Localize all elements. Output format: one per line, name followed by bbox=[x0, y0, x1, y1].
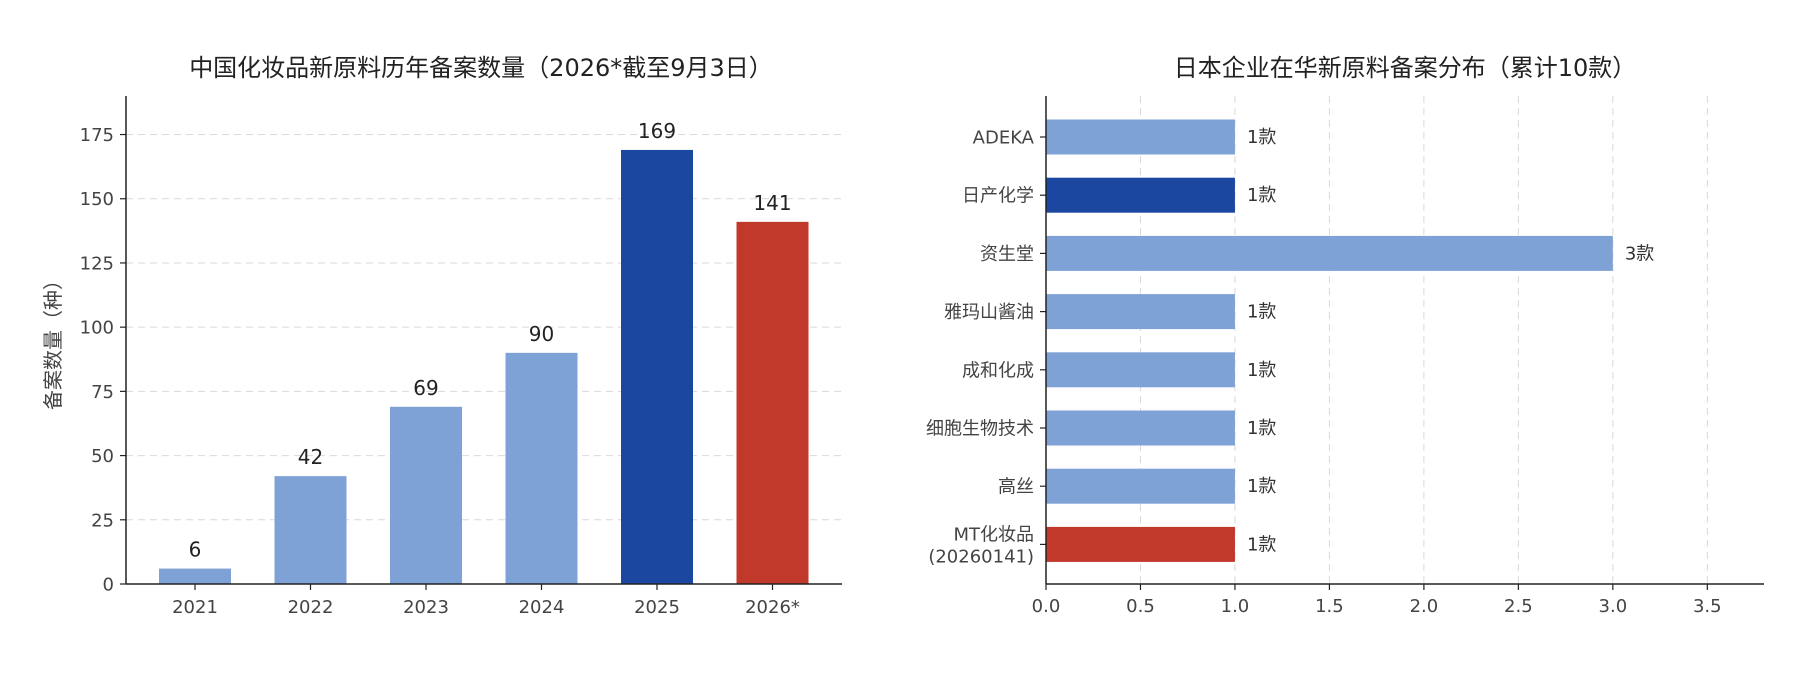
x-tick-label: 2.0 bbox=[1410, 596, 1439, 617]
data-labels: 1款 1款 3款 1款 1款 1款 1款 1款 bbox=[1247, 127, 1654, 555]
x-tick-label: 1.5 bbox=[1315, 596, 1344, 617]
bars bbox=[159, 149, 809, 585]
bar-adeka bbox=[1046, 119, 1235, 155]
data-label: 69 bbox=[413, 376, 438, 400]
data-label: 141 bbox=[753, 191, 791, 215]
bar-2022 bbox=[274, 476, 347, 584]
y-tick-label: 50 bbox=[91, 446, 114, 467]
company-label: MT化妆品(20260141) bbox=[928, 524, 1034, 567]
y-tick-label: 25 bbox=[91, 510, 114, 531]
x-tick-label: 3.0 bbox=[1599, 596, 1628, 617]
bars bbox=[1046, 119, 1613, 562]
y-axis-label: 备案数量（种） bbox=[41, 270, 65, 410]
bar-日产化学 bbox=[1046, 177, 1235, 213]
bar-资生堂 bbox=[1046, 235, 1613, 271]
japan-company-filings-bar-chart: 日本企业在华新原料备案分布（累计10款） 1款 1款 3款 1款 1款 1款 1款 1款 0.… bbox=[926, 54, 1764, 617]
company-label: 细胞生物技术 bbox=[926, 419, 1034, 440]
y-tick-label: 75 bbox=[91, 382, 114, 403]
x-tick-label: 2026* bbox=[745, 597, 800, 618]
x-tick-labels: 2021 2022 2023 2024 2025 2026* bbox=[172, 584, 800, 618]
data-labels: 6 42 69 90 169 141 bbox=[189, 119, 792, 562]
bar-成和化成 bbox=[1046, 352, 1235, 388]
company-label: 雅玛山酱油 bbox=[944, 302, 1034, 323]
x-tick-label: 2022 bbox=[288, 597, 334, 618]
company-label: ADEKA bbox=[973, 128, 1035, 149]
data-label: 1款 bbox=[1247, 360, 1276, 381]
axes bbox=[125, 96, 842, 585]
annual-filings-bar-chart: 中国化妆品新原料历年备案数量（2026*截至9月3日） 6 42 69 90 169 14… bbox=[41, 54, 842, 618]
data-label: 1款 bbox=[1247, 127, 1276, 148]
x-tick-label: 2025 bbox=[634, 597, 680, 618]
data-label: 1款 bbox=[1247, 418, 1276, 439]
data-label: 3款 bbox=[1625, 243, 1654, 264]
data-label: 1款 bbox=[1247, 534, 1276, 555]
bar-mt化妆品 bbox=[1046, 526, 1235, 562]
x-tick-label: 2.5 bbox=[1504, 596, 1533, 617]
y-tick-label: 150 bbox=[80, 189, 114, 210]
data-label: 1款 bbox=[1247, 476, 1276, 497]
bar-细胞生物技术 bbox=[1046, 410, 1235, 446]
x-tick-label: 3.5 bbox=[1693, 596, 1722, 617]
company-label: 日产化学 bbox=[962, 186, 1034, 207]
x-tick-labels: 0.0 0.5 1.0 1.5 2.0 2.5 3.0 3.5 bbox=[1032, 584, 1722, 617]
x-tick-label: 2024 bbox=[519, 597, 565, 618]
data-label: 90 bbox=[529, 322, 554, 346]
x-gridlines bbox=[1139, 96, 1708, 584]
data-label: 42 bbox=[298, 445, 323, 469]
bar-雅玛山酱油 bbox=[1046, 294, 1235, 330]
y-tick-label: 125 bbox=[80, 253, 114, 274]
x-tick-label: 1.0 bbox=[1221, 596, 1250, 617]
company-label: 资生堂 bbox=[980, 244, 1034, 265]
x-tick-label: 2021 bbox=[172, 597, 218, 618]
y-tick-label: 0 bbox=[103, 575, 114, 596]
data-label: 169 bbox=[638, 119, 676, 143]
y-tick-label: 100 bbox=[80, 318, 114, 339]
company-label-line: MT化妆品 bbox=[953, 524, 1034, 545]
chart-title: 日本企业在华新原料备案分布（累计10款） bbox=[1174, 54, 1637, 82]
x-tick-label: 2023 bbox=[403, 597, 449, 618]
company-label: 高丝 bbox=[998, 477, 1034, 498]
bar-2026 bbox=[736, 221, 809, 584]
y-gridlines bbox=[126, 134, 842, 521]
company-label: 成和化成 bbox=[962, 360, 1034, 381]
data-label: 6 bbox=[189, 538, 202, 562]
y-tick-labels: 0 25 50 75 100 125 150 175 bbox=[80, 125, 126, 596]
bar-高丝 bbox=[1046, 468, 1235, 504]
x-tick-label: 0.5 bbox=[1126, 596, 1155, 617]
bar-2023 bbox=[390, 406, 462, 584]
data-label: 1款 bbox=[1247, 185, 1276, 206]
bar-2024 bbox=[505, 352, 578, 584]
data-label: 1款 bbox=[1247, 302, 1276, 323]
chart-title: 中国化妆品新原料历年备案数量（2026*截至9月3日） bbox=[189, 54, 773, 82]
axes bbox=[1045, 96, 1764, 585]
company-label-line: (20260141) bbox=[928, 546, 1034, 567]
bar-2025 bbox=[621, 149, 693, 585]
bar-2021 bbox=[159, 568, 231, 584]
y-tick-label: 175 bbox=[80, 125, 114, 146]
x-tick-label: 0.0 bbox=[1032, 596, 1061, 617]
